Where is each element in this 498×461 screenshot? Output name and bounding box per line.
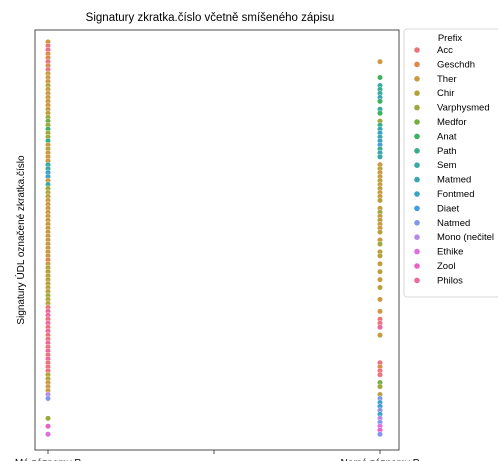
data-point (377, 268, 383, 275)
data-point (377, 308, 383, 315)
data-point (377, 197, 383, 204)
legend-label: Zool (437, 261, 455, 272)
data-point (377, 58, 383, 65)
legend-marker (414, 205, 420, 212)
data-point (377, 383, 383, 390)
legend-box (403, 28, 498, 298)
legend-marker (414, 90, 420, 96)
data-point (45, 415, 51, 422)
legend-marker (414, 104, 420, 111)
y-axis-label: Signatury ÚDL označené zkratka.číslo (14, 155, 27, 325)
data-point (377, 276, 383, 283)
legend-label: Philos (437, 275, 463, 286)
legend-label: Geschdh (437, 59, 475, 70)
legend-label: Sem (437, 160, 457, 171)
legend-label: Acc (437, 45, 453, 56)
data-point (377, 98, 383, 105)
data-point (377, 296, 383, 303)
legend: Prefix Acc Geschdh Ther Chir Varphysmed Medfo… (403, 28, 498, 298)
data-point (45, 395, 51, 402)
legend-label: Matmed (437, 175, 471, 186)
legend-marker (414, 162, 420, 168)
legend-marker (414, 220, 420, 226)
data-point (377, 74, 383, 81)
x-tick-label: Nemá záznamy P (341, 458, 420, 461)
legend-label: Diaet (437, 203, 460, 214)
data-point (377, 371, 383, 378)
legend-title: Prefix (438, 33, 463, 44)
legend-label: Fontmed (437, 189, 475, 200)
legend-label: Ethike (437, 247, 463, 258)
data-point (377, 332, 383, 338)
legend-marker (414, 76, 420, 82)
chart-title: Signatury zkratka.číslo včetně smíšeného… (86, 12, 335, 24)
data-point (377, 324, 383, 331)
legend-label: Mono (nečitel (437, 232, 494, 243)
legend-marker (414, 277, 420, 284)
plot-area (34, 29, 400, 451)
data-point (45, 431, 51, 438)
legend-label: Varphysmed (437, 103, 490, 114)
data-point (377, 153, 383, 160)
legend-label: Chir (437, 88, 454, 99)
data-point (377, 260, 383, 267)
data-point (377, 252, 383, 259)
legend-marker (414, 191, 420, 197)
legend-marker (414, 234, 420, 240)
legend-marker (414, 47, 420, 53)
data-point (377, 284, 383, 291)
data-point (377, 431, 383, 438)
legend-items: Acc Geschdh Ther Chir Varphysmed Medfor Anat Pa… (414, 45, 494, 286)
data-point (377, 229, 383, 236)
x-tick-label: Má záznamy P (15, 458, 81, 461)
legend-label: Natmed (437, 218, 470, 229)
data-point (377, 110, 383, 117)
legend-marker (414, 61, 420, 68)
x-axis: Má záznamy P Nemá záznamy P (15, 450, 420, 461)
legend-marker (414, 176, 420, 183)
legend-label: Anat (437, 131, 457, 142)
legend-marker (414, 148, 420, 154)
legend-marker (414, 248, 420, 255)
data-point (45, 423, 51, 430)
legend-marker (414, 119, 420, 125)
legend-label: Path (437, 146, 457, 157)
legend-label: Medfor (437, 117, 467, 128)
legend-marker (414, 263, 420, 269)
legend-marker (414, 133, 420, 140)
legend-label: Ther (437, 74, 457, 85)
data-points (45, 39, 383, 438)
data-point (377, 241, 383, 247)
